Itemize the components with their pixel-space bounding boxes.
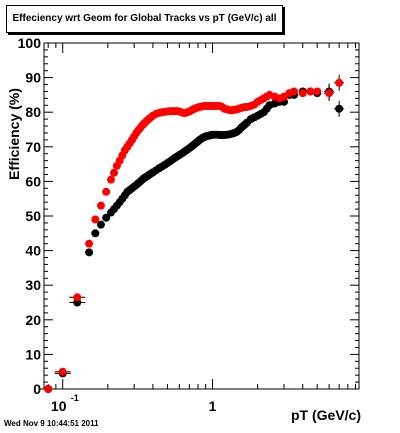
x-axis-label: pT (GeV/c) xyxy=(291,407,361,423)
x-axis-ticks: 10 -1 1 xyxy=(47,43,356,414)
data-point xyxy=(335,78,344,87)
data-point xyxy=(110,168,119,177)
chart-title: Effeciency wrt Geom for Global Tracks vs… xyxy=(12,13,277,24)
y-tick-label: 100 xyxy=(18,35,42,51)
y-tick-label: 80 xyxy=(25,104,41,120)
data-point xyxy=(335,104,344,113)
series-layer xyxy=(40,74,345,393)
data-point xyxy=(313,87,322,96)
data-point xyxy=(58,367,67,376)
data-point xyxy=(325,89,334,98)
data-point xyxy=(96,201,105,210)
data-point xyxy=(85,248,94,257)
x-tick-label: 10 xyxy=(51,398,67,414)
y-axis-label: Efficiency (%) xyxy=(6,88,22,180)
y-tick-label: 0 xyxy=(33,381,41,397)
data-point xyxy=(91,229,100,238)
y-axis-ticks: 0 10 20 30 40 50 60 70 80 90 100 xyxy=(18,35,359,397)
data-point xyxy=(96,220,105,229)
footer-timestamp: Wed Nov 9 10:44:51 2011 xyxy=(4,419,99,428)
series-0 xyxy=(40,83,345,393)
data-point xyxy=(102,213,111,222)
x-tick-exponent: -1 xyxy=(71,393,79,403)
y-tick-label: 60 xyxy=(25,173,41,189)
data-point xyxy=(44,385,53,393)
y-tick-label: 40 xyxy=(25,243,41,259)
y-tick-label: 90 xyxy=(25,70,41,86)
data-point xyxy=(290,87,299,96)
data-point xyxy=(91,215,100,224)
title-box: Effeciency wrt Geom for Global Tracks vs… xyxy=(6,5,283,33)
y-tick-label: 50 xyxy=(25,208,41,224)
x-tick-label: 1 xyxy=(209,398,217,414)
y-tick-label: 20 xyxy=(25,312,41,328)
y-tick-label: 30 xyxy=(25,277,41,293)
data-point xyxy=(102,187,111,196)
data-point xyxy=(73,293,82,302)
data-point xyxy=(298,89,307,98)
data-point xyxy=(306,87,315,96)
y-tick-label: 70 xyxy=(25,139,41,155)
y-tick-label: 10 xyxy=(25,346,41,362)
data-point xyxy=(85,239,94,248)
series-1 xyxy=(40,74,345,393)
data-point xyxy=(106,175,115,184)
